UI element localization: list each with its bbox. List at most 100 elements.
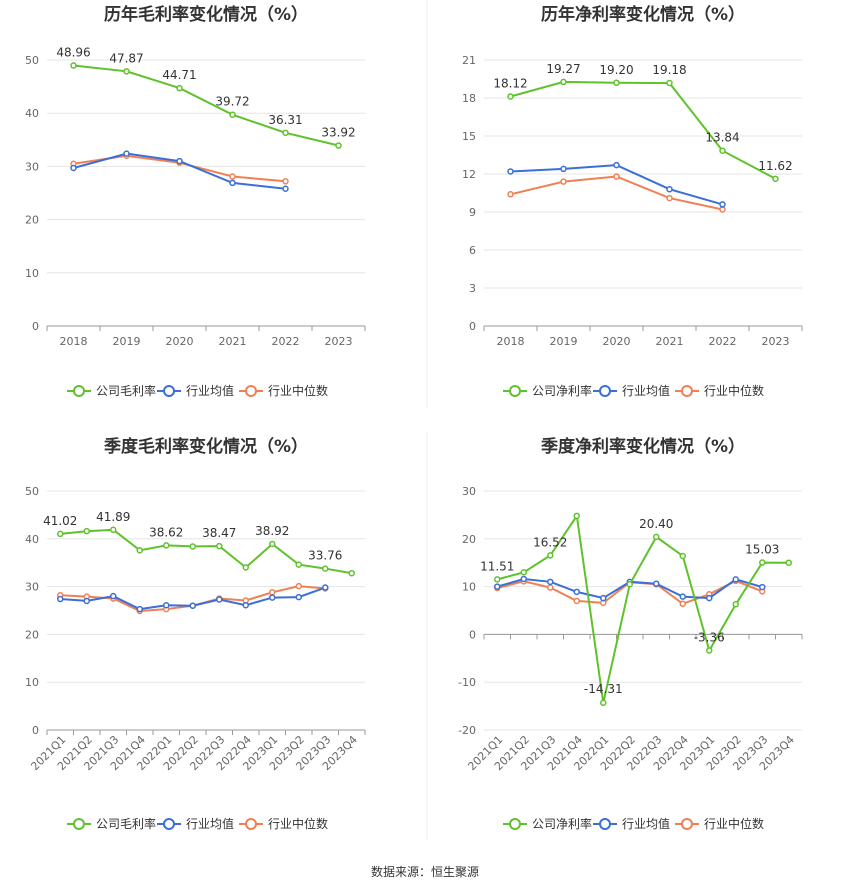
data-point-industry_median <box>269 589 276 596</box>
data-point-industry_median <box>507 191 514 198</box>
x-tick-label: 2021 <box>219 335 247 348</box>
data-point-industry_avg <box>507 168 514 175</box>
legend-item-industry_avg[interactable]: 行业均值 <box>593 816 670 831</box>
legend-marker-icon <box>509 818 521 830</box>
legend-item-company[interactable]: 公司毛利率 <box>67 383 156 398</box>
data-label: 33.92 <box>321 126 355 140</box>
data-point-industry_avg <box>494 583 501 590</box>
data-label: 11.62 <box>758 159 792 173</box>
data-label: 13.84 <box>705 131 739 145</box>
legend-label: 行业均值 <box>622 383 670 398</box>
legend-item-industry_avg[interactable]: 行业均值 <box>593 383 670 398</box>
data-point-industry_avg <box>613 161 620 169</box>
data-point-company <box>785 559 792 566</box>
data-point-industry_avg <box>123 150 130 157</box>
legend-item-industry_median[interactable]: 行业中位数 <box>675 383 764 398</box>
y-tick-label: 10 <box>25 267 39 280</box>
data-label: 38.92 <box>255 524 289 538</box>
x-tick-label: 2022 <box>272 335 300 348</box>
legend-item-industry_median[interactable]: 行业中位数 <box>675 816 764 831</box>
y-tick-label: 6 <box>469 244 476 257</box>
legend-item-company[interactable]: 公司净利率 <box>503 816 592 831</box>
series-line-company <box>60 528 352 575</box>
data-label: -14.31 <box>584 682 623 696</box>
y-tick-label: 15 <box>462 130 476 143</box>
data-point-industry_avg <box>242 601 249 609</box>
data-label: 44.71 <box>162 68 196 82</box>
data-label: 33.76 <box>308 549 342 563</box>
x-tick-label: 2019 <box>113 335 141 348</box>
legend-item-company[interactable]: 公司毛利率 <box>67 816 156 831</box>
data-point-industry_avg <box>706 594 713 602</box>
annual-gross-chart: 历年毛利率变化情况（%） 0 10 20 30 40 50 2018 2019 2020 2021 2… <box>25 4 366 398</box>
data-point-industry_avg <box>600 594 607 602</box>
data-point-company <box>520 569 527 576</box>
data-point-industry_median <box>560 178 567 185</box>
data-point-company <box>123 68 130 75</box>
data-point-company <box>626 580 633 588</box>
x-tick-label: 2023 <box>325 335 353 348</box>
data-point-industry_median <box>282 178 289 185</box>
legend-marker-icon <box>163 385 175 397</box>
legend-marker-icon <box>163 818 175 830</box>
legend-item-industry_median[interactable]: 行业中位数 <box>239 816 328 831</box>
legend-marker-icon <box>245 385 257 397</box>
data-point-company <box>759 559 766 566</box>
data-point-industry_avg <box>70 164 77 172</box>
data-point-industry_avg <box>176 157 183 165</box>
data-label: -3.36 <box>694 630 725 644</box>
data-point-industry_avg <box>295 593 302 601</box>
y-tick-label: 10 <box>25 676 39 689</box>
y-tick-label: 20 <box>462 533 476 546</box>
quarterly-net-chart: 季度净利率变化情况（%）-20-1001020302021Q12021Q2202… <box>458 436 803 831</box>
data-label: 47.87 <box>109 51 143 65</box>
legend-item-industry_avg[interactable]: 行业均值 <box>157 816 234 831</box>
data-point-company <box>57 530 64 538</box>
data-label: 48.96 <box>56 46 90 60</box>
data-label: 41.02 <box>43 514 77 528</box>
data-point-company <box>295 561 302 568</box>
data-point-industry_avg <box>83 597 90 605</box>
data-point-company <box>216 542 223 550</box>
legend-label: 行业均值 <box>186 816 234 831</box>
data-label: 11.51 <box>480 559 514 573</box>
data-point-company <box>83 527 90 535</box>
data-point-industry_median <box>229 173 236 180</box>
legend-marker-icon <box>681 385 693 397</box>
data-point-industry_median <box>613 173 620 180</box>
legend-item-industry_avg[interactable]: 行业均值 <box>157 383 234 398</box>
legend-item-industry_median[interactable]: 行业中位数 <box>239 383 328 398</box>
data-point-company <box>772 175 779 183</box>
data-point-company <box>110 526 117 534</box>
data-point-company <box>507 93 514 100</box>
data-point-company <box>136 547 143 554</box>
data-point-company <box>600 699 607 707</box>
legend-item-company[interactable]: 公司净利率 <box>503 383 592 398</box>
chart-title: 历年毛利率变化情况（%） <box>104 4 308 25</box>
y-tick-label: 0 <box>469 628 476 641</box>
y-tick-label: 50 <box>25 485 39 498</box>
y-tick-label: 0 <box>32 724 39 737</box>
series-line-company <box>497 513 789 704</box>
data-label: 36.31 <box>268 113 302 127</box>
y-tick-label: 50 <box>25 54 39 67</box>
y-tick-label: 30 <box>25 160 39 173</box>
y-tick-label: -10 <box>458 676 476 689</box>
x-tick-label: 2023 <box>762 335 790 348</box>
series-line-industry_median <box>510 175 723 211</box>
data-point-company <box>322 565 329 572</box>
data-point-company <box>573 512 580 520</box>
x-tick-label: 2020 <box>166 335 194 348</box>
data-point-company <box>189 543 196 550</box>
data-point-industry_avg <box>719 201 726 208</box>
y-tick-label: 20 <box>25 628 39 641</box>
data-point-company <box>494 576 501 583</box>
data-point-industry_median <box>679 600 686 608</box>
data-point-company <box>560 78 567 86</box>
data-point-industry_avg <box>136 605 143 613</box>
y-tick-label: -20 <box>458 724 476 737</box>
data-point-industry_median <box>573 597 580 605</box>
data-label: 19.18 <box>652 63 686 77</box>
data-point-company <box>348 569 355 577</box>
